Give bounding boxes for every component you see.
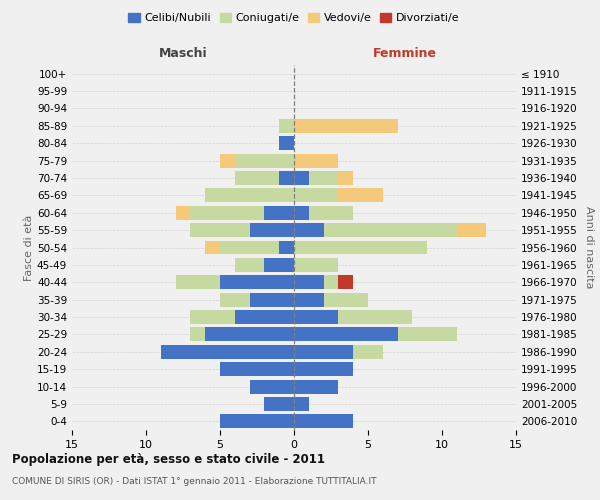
- Bar: [323, 223, 457, 237]
- Text: Femmine: Femmine: [373, 47, 437, 60]
- Bar: [220, 276, 294, 289]
- Bar: [353, 345, 383, 358]
- Bar: [338, 171, 353, 185]
- Bar: [250, 292, 294, 306]
- Bar: [161, 345, 294, 358]
- Bar: [323, 276, 338, 289]
- Bar: [457, 223, 487, 237]
- Bar: [338, 276, 353, 289]
- Bar: [294, 310, 338, 324]
- Bar: [294, 154, 338, 168]
- Bar: [176, 206, 190, 220]
- Bar: [235, 258, 265, 272]
- Bar: [205, 240, 220, 254]
- Bar: [250, 380, 294, 394]
- Bar: [294, 414, 353, 428]
- Bar: [294, 397, 309, 411]
- Bar: [190, 328, 205, 342]
- Bar: [338, 188, 383, 202]
- Bar: [265, 206, 294, 220]
- Bar: [235, 154, 294, 168]
- Bar: [190, 223, 250, 237]
- Bar: [294, 258, 338, 272]
- Text: COMUNE DI SIRIS (OR) - Dati ISTAT 1° gennaio 2011 - Elaborazione TUTTITALIA.IT: COMUNE DI SIRIS (OR) - Dati ISTAT 1° gen…: [12, 478, 377, 486]
- Bar: [338, 310, 412, 324]
- Bar: [265, 397, 294, 411]
- Bar: [220, 414, 294, 428]
- Bar: [205, 188, 294, 202]
- Bar: [294, 345, 353, 358]
- Bar: [176, 276, 220, 289]
- Bar: [279, 171, 294, 185]
- Bar: [220, 154, 235, 168]
- Bar: [294, 119, 398, 133]
- Bar: [294, 328, 398, 342]
- Bar: [294, 206, 309, 220]
- Bar: [250, 223, 294, 237]
- Bar: [235, 310, 294, 324]
- Bar: [309, 171, 338, 185]
- Bar: [220, 362, 294, 376]
- Bar: [220, 292, 250, 306]
- Bar: [323, 292, 368, 306]
- Bar: [220, 240, 279, 254]
- Bar: [279, 119, 294, 133]
- Bar: [398, 328, 457, 342]
- Legend: Celibi/Nubili, Coniugati/e, Vedovi/e, Divorziati/e: Celibi/Nubili, Coniugati/e, Vedovi/e, Di…: [124, 8, 464, 28]
- Bar: [190, 310, 235, 324]
- Bar: [294, 240, 427, 254]
- Y-axis label: Fasce di età: Fasce di età: [24, 214, 34, 280]
- Bar: [279, 240, 294, 254]
- Bar: [294, 188, 338, 202]
- Bar: [235, 171, 279, 185]
- Text: Maschi: Maschi: [158, 47, 208, 60]
- Text: Popolazione per età, sesso e stato civile - 2011: Popolazione per età, sesso e stato civil…: [12, 452, 325, 466]
- Bar: [294, 380, 338, 394]
- Bar: [279, 136, 294, 150]
- Bar: [294, 171, 309, 185]
- Bar: [205, 328, 294, 342]
- Bar: [265, 258, 294, 272]
- Bar: [294, 276, 323, 289]
- Bar: [309, 206, 353, 220]
- Bar: [294, 223, 323, 237]
- Bar: [294, 292, 323, 306]
- Bar: [190, 206, 265, 220]
- Y-axis label: Anni di nascita: Anni di nascita: [584, 206, 594, 289]
- Bar: [294, 362, 353, 376]
